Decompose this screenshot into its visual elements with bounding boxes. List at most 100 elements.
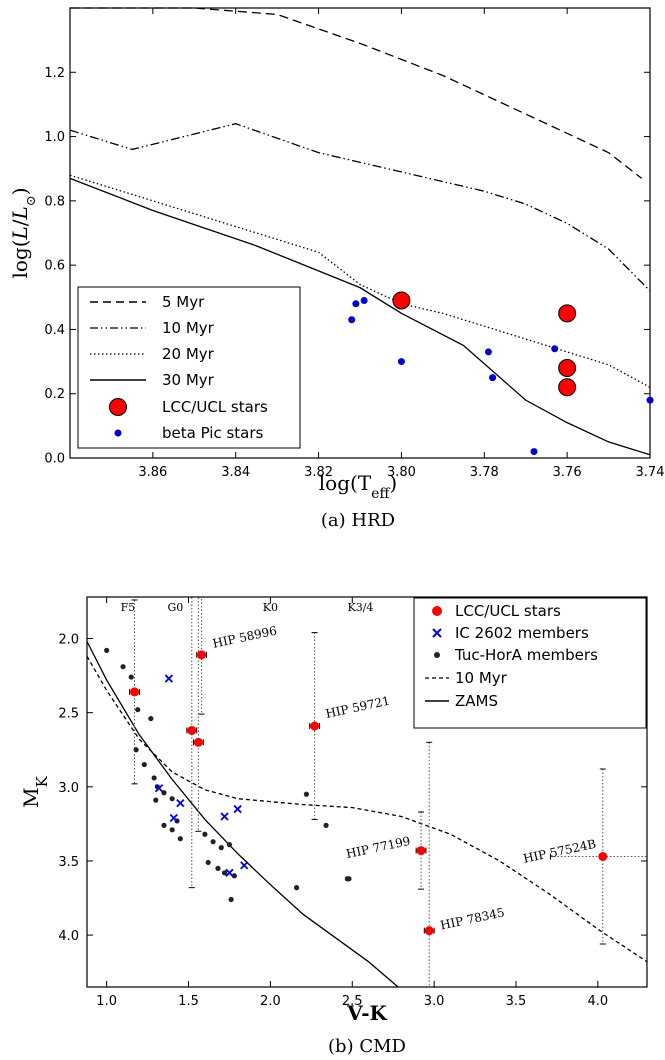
hrd-betapic-point-5 (489, 374, 497, 382)
cmd-lcc-star-5 (415, 811, 427, 890)
legend-cmd-zams-label: ZAMS (455, 692, 498, 710)
cmd-lcc-star-2 (192, 597, 204, 832)
hrd-xtick-label-6: 3.74 (636, 465, 665, 480)
cmd-points (104, 597, 647, 987)
hrd-points (348, 291, 654, 456)
cmd-tuchora-point-14 (169, 827, 175, 833)
cmd-ic2602-stroke-b-4 (220, 812, 229, 821)
cmd-ic2602-point-6 (225, 868, 234, 877)
cmd-tuchora-point-20 (205, 859, 211, 866)
cmd-tracks (87, 641, 647, 987)
spectral-type-0: F5 (121, 601, 136, 614)
cmd-star-label-4: HIP 59721 (324, 694, 391, 721)
cmd-xtick-label-3: 2.5 (342, 994, 363, 1009)
cmd-tuchora-point-12 (161, 822, 167, 828)
hrd-caption: (a) HRD (321, 510, 395, 531)
cmd-x-axis-label: V-K (346, 1001, 387, 1025)
cmd-ic2602-stroke-b-6 (225, 868, 234, 877)
hrd-xtick-label-4: 3.78 (470, 465, 499, 480)
cmd-star-label-6: HIP 78345 (439, 905, 506, 932)
hrd-xtick-label-0: 3.86 (138, 465, 167, 480)
hrd-betapic-point-4 (484, 348, 492, 356)
cmd-ic2602-point-4 (220, 812, 229, 821)
cmd-tuchora-point-3 (135, 707, 141, 713)
cmd-lcc-star-0 (129, 599, 140, 785)
legend-5myr-label: 5 Myr (162, 293, 205, 311)
cmd-legend-box (413, 597, 647, 729)
cmd-ytick-label-4: 4.0 (58, 929, 79, 944)
cmd-xtick-label-6: 4.0 (588, 994, 609, 1009)
cmd-lcc-point-2 (193, 737, 203, 747)
legend-20myr-label: 20 Myr (162, 345, 215, 363)
hrd-ytick-label-0: 0.0 (44, 452, 65, 467)
cmd-ic2602-stroke-b-7 (240, 861, 249, 870)
legend-cmd-ic2602-label: IC 2602 members (455, 624, 589, 642)
cmd-plot-frame (86, 596, 648, 988)
cmd-ytick-label-0: 2.0 (58, 633, 79, 648)
cmd-tuchora-point-26 (293, 885, 300, 891)
hrd-line-3 (69, 177, 651, 456)
cmd-ytick-label-3: 3.5 (58, 855, 79, 870)
cmd-star-label-5: HIP 77199 (345, 834, 412, 861)
cmd-caption: (b) CMD (328, 1036, 406, 1057)
cmd-lcc-star-6 (423, 741, 435, 987)
cmd-tuchora-point-10 (169, 796, 175, 802)
hrd-betapic-point-7 (551, 345, 559, 353)
cmd-ticks: 1.0 1.5 2.0 2.5 3.0 3.5 4.0 2.0 2.5 3.0 3.5 4.0 (58, 597, 647, 1009)
spectral-type-2: K0 (263, 601, 278, 614)
cmd-lcc-point-5 (416, 846, 426, 856)
cmd-tuchora-point-19 (226, 842, 233, 848)
hrd-line-1 (69, 123, 651, 292)
cmd-ic2602-stroke-b-0 (164, 674, 174, 683)
legend-cmd-ic2602-marker (432, 628, 442, 638)
hrd-x-axis-label: log(Teff) (319, 471, 397, 502)
cmd-lcc-point-4 (310, 721, 320, 731)
legend-cmd-tuchora-marker (434, 652, 440, 658)
hrd-ytick-label-2: 0.4 (44, 323, 65, 338)
hrd-legend-box (77, 286, 301, 449)
cmd-y-axis-label: MK (19, 775, 51, 807)
cmd-star-label-3: HIP 58996 (211, 624, 278, 651)
cmd-ic2602-point-7 (240, 861, 249, 870)
hrd-lcc-point-3 (558, 378, 577, 397)
hrd-betapic-point-6 (530, 448, 538, 456)
cmd-tuchora-point-2 (128, 674, 134, 680)
legend-lcc-marker (109, 398, 127, 416)
hrd-ytick-label-5: 1.0 (44, 130, 65, 145)
hrd-ytick-label-1: 0.2 (44, 387, 65, 402)
cmd-lcc-point-3 (197, 650, 207, 660)
legend-cmd-10myr-label: 10 Myr (455, 669, 508, 687)
hrd-xtick-label-1: 3.84 (221, 465, 250, 480)
cmd-tuchora-point-23 (231, 873, 237, 879)
cmd-legend: LCC/UCL stars IC 2602 members Tuc-HorA m… (413, 597, 647, 729)
cmd-tuchora-point-5 (148, 715, 154, 722)
hrd-betapic-point-3 (397, 358, 405, 366)
hrd-ytick-label-3: 0.6 (44, 259, 65, 274)
cmd-lcc-star-4 (309, 632, 321, 820)
cmd-xtick-label-1: 1.5 (178, 994, 199, 1009)
cmd-tuchora-point-7 (151, 775, 157, 781)
cmd-tuchora-point-15 (177, 836, 183, 842)
hrd-betapic-point-2 (360, 297, 368, 304)
hrd-lcc-point-2 (558, 359, 577, 377)
cmd-xtick-label-5: 3.5 (506, 994, 527, 1009)
cmd-tuchora-point-11 (153, 797, 159, 803)
hrd-ytick-label-4: 0.8 (44, 194, 65, 209)
hrd-betapic-point-1 (352, 300, 360, 308)
hrd-xtick-label-5: 3.76 (553, 465, 582, 480)
hrd-y-axis-label: log(L/L⊙) (8, 187, 39, 278)
cmd-lcc-point-0 (129, 687, 139, 697)
cmd-lcc-star-7 (549, 768, 647, 945)
cmd-line-4 (87, 641, 399, 987)
cmd-xtick-label-4: 3.0 (424, 994, 445, 1009)
cmd-tuchora-point-16 (202, 831, 208, 837)
cmd-ic2602-stroke-b-5 (233, 804, 242, 814)
cmd-star-label-7: HIP 57524B (522, 837, 598, 866)
cmd-tuchora-point-0 (104, 647, 110, 653)
cmd-tuchora-point-29 (346, 876, 352, 882)
cmd-lcc-star-1 (186, 597, 198, 889)
cmd-tuchora-point-18 (218, 845, 224, 851)
hrd-ticks: 3.86 3.84 3.82 3.80 3.78 3.76 3.74 0.0 0.2 0.4 0.6… (44, 8, 664, 480)
cmd-ic2602-stroke-b-2 (176, 798, 185, 808)
